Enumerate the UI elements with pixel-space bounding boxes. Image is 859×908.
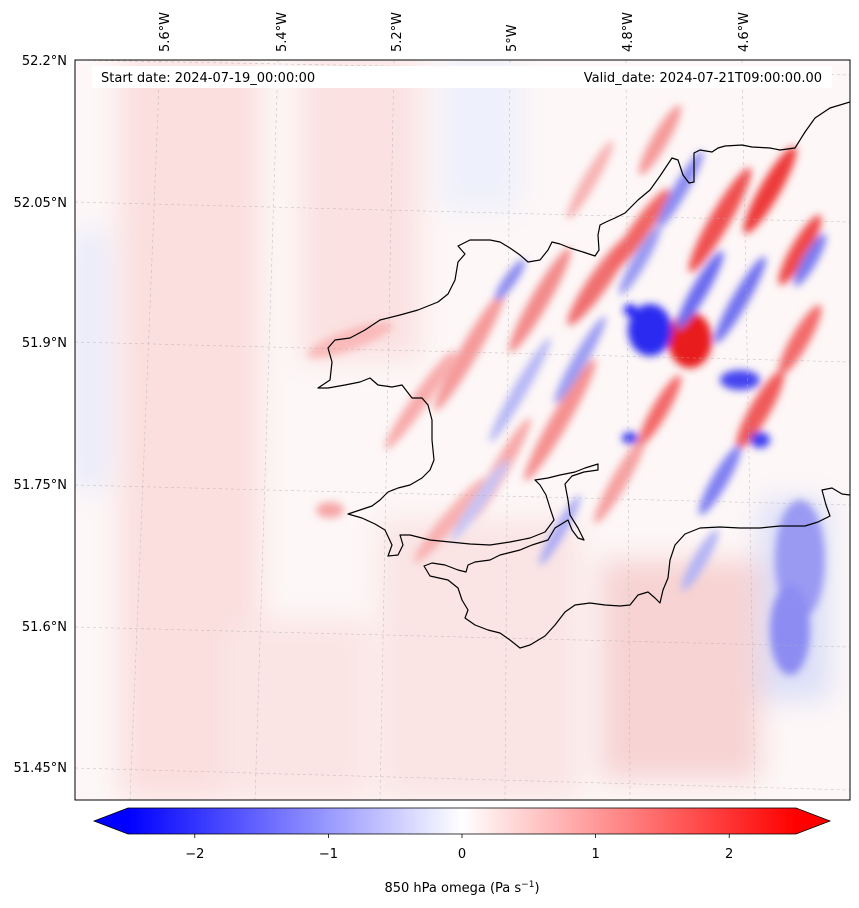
red-streaks (307, 105, 822, 563)
lat-label-51-9n: 51.9°N (22, 336, 67, 351)
lon-label-5-4w: 5.4°W (275, 12, 290, 52)
start-date-label: Start date: 2024-07-19_00:00:00 (101, 71, 315, 86)
map-panel: Start date: 2024-07-19_00:00:00 Valid_da… (75, 60, 850, 800)
lat-label-51-75n: 51.75°N (14, 478, 67, 493)
colorbar: −2 −1 0 1 2 850 hPa omega (Pa s−1) (92, 807, 832, 896)
colorbar-label-end: ) (534, 881, 539, 896)
lon-label-4-6w: 4.6°W (737, 12, 752, 52)
colorbar-tick-label: 2 (725, 847, 733, 862)
lat-label-51-45n: 51.45°N (14, 761, 67, 776)
colorbar-min-extend (94, 808, 128, 834)
colorbar-label-text: 850 hPa omega (Pa s (384, 881, 521, 896)
omega-field-streaks (307, 105, 827, 675)
colorbar-tick-label: −2 (185, 847, 204, 862)
latitude-labels: 52.2°N 52.05°N 51.9°N 51.75°N 51.6°N 51.… (14, 54, 67, 776)
lon-label-5w: 5°W (505, 24, 520, 52)
lat-label-52-05n: 52.05°N (14, 196, 67, 211)
valid-date-label: Valid_date: 2024-07-21T09:00:00.00 (584, 71, 822, 86)
colorbar-label: 850 hPa omega (Pa s−1) (384, 880, 539, 896)
colorbar-tick-label: 0 (458, 847, 466, 862)
colorbar-tick-label: −1 (319, 847, 338, 862)
colorbar-body (128, 808, 796, 834)
longitude-labels: 5.6°W 5.4°W 5.2°W 5°W 4.8°W 4.6°W (158, 12, 752, 52)
lon-label-4-8w: 4.8°W (621, 12, 636, 52)
colorbar-max-extend (796, 808, 830, 834)
colorbar-label-sup: −1 (521, 880, 534, 890)
colorbar-ticks: −2 −1 0 1 2 (185, 834, 733, 862)
coastline-south-wales (317, 101, 850, 649)
coastline (317, 101, 850, 649)
header-band (92, 66, 832, 88)
colorbar-tick-label: 1 (591, 847, 599, 862)
lon-label-5-2w: 5.2°W (390, 12, 405, 52)
colorbar-outline (92, 807, 832, 835)
lat-label-52-2n: 52.2°N (22, 54, 67, 69)
map-frame (74, 59, 851, 801)
blue-streaks (450, 150, 827, 675)
lat-label-51-6n: 51.6°N (22, 620, 67, 635)
lon-label-5-6w: 5.6°W (158, 12, 173, 52)
